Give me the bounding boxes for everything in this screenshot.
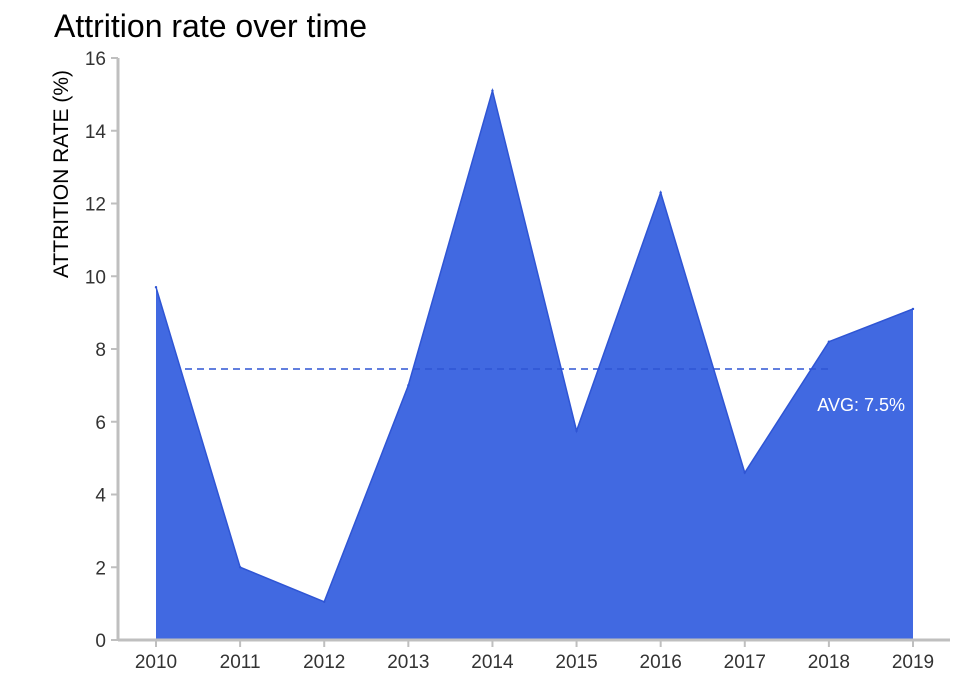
data-point-2016 (659, 191, 662, 194)
y-tick-label-16: 16 (85, 49, 106, 70)
y-tick-label-12: 12 (85, 195, 106, 216)
data-point-2012 (323, 600, 326, 604)
x-tick-label-2015: 2015 (555, 652, 597, 673)
x-tick-label-2018: 2018 (808, 652, 850, 673)
x-tick-label-2016: 2016 (640, 652, 682, 673)
x-tick-label-2010: 2010 (135, 652, 177, 673)
chart-title: Attrition rate over time (54, 8, 367, 44)
data-point-2017 (743, 471, 746, 474)
y-axis-title: ATTRITION RATE (%) (50, 70, 73, 278)
data-point-2014 (491, 89, 494, 92)
x-tick-label-2012: 2012 (303, 652, 345, 673)
x-tick-label-2019: 2019 (892, 652, 934, 673)
data-point-2019 (911, 307, 915, 311)
data-point-2010 (154, 285, 158, 289)
y-tick-label-10: 10 (85, 267, 106, 288)
data-point-2015 (575, 429, 578, 433)
data-point-2013 (407, 384, 410, 387)
y-tick-label-0: 0 (95, 631, 106, 652)
plot-layer: AVG: 7.5% (154, 87, 915, 641)
x-tick-label-2013: 2013 (387, 652, 429, 673)
area-line (155, 87, 914, 603)
y-tick-label-6: 6 (95, 413, 106, 434)
data-point-2011 (238, 566, 242, 569)
axes-layer: 0 2 4 6 8 10 12 14 16 2010 2011 2012 2013 2014 2015 201… (85, 49, 950, 673)
area-fill (156, 90, 913, 641)
y-tick-label-2: 2 (95, 558, 106, 579)
data-point-2018 (827, 340, 831, 343)
x-tick-label-2017: 2017 (724, 652, 766, 673)
y-tick-label-8: 8 (95, 340, 106, 361)
x-tick-label-2014: 2014 (471, 652, 514, 673)
y-tick-label-14: 14 (85, 122, 107, 143)
average-label: AVG: 7.5% (817, 395, 905, 415)
x-tick-label-2011: 2011 (220, 652, 261, 673)
y-tick-label-4: 4 (95, 486, 106, 507)
